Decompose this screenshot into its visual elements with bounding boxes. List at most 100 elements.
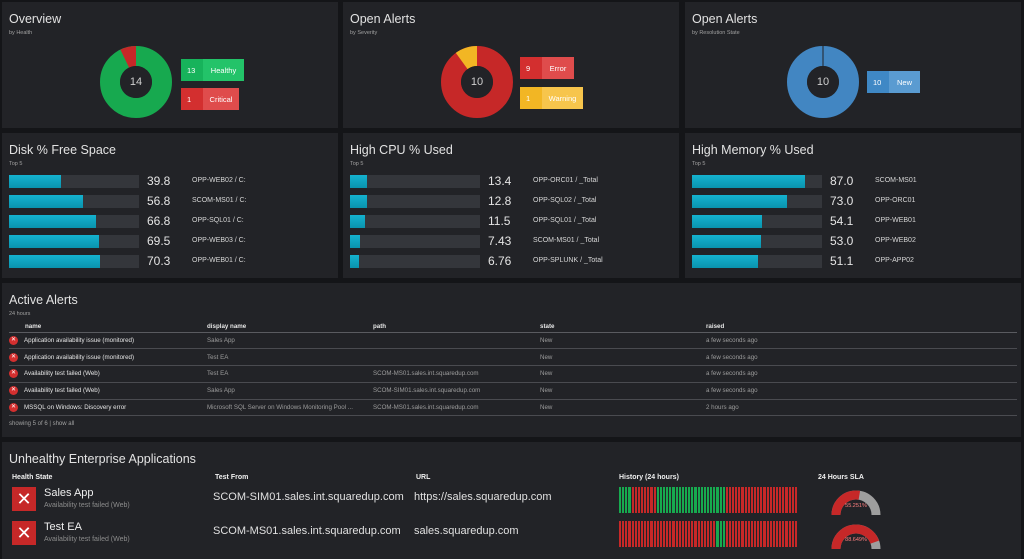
history-segment [779, 487, 782, 513]
legend-warning[interactable]: 1 Warning [520, 87, 583, 109]
history-segment [637, 487, 640, 513]
history-segment [619, 521, 622, 547]
history-segment [750, 521, 754, 547]
history-segment [688, 521, 691, 547]
column-header-path[interactable]: path [357, 321, 524, 333]
active-alerts-panel: Active Alerts 24 hours name display name… [2, 283, 1021, 437]
bar-value: 7.43 [488, 234, 512, 248]
table-header-row: name display name path state raised [9, 321, 1017, 333]
bar-label[interactable]: OPP-WEB02 / C: [192, 177, 246, 184]
alert-name-cell[interactable]: ✕ Application availability issue (monitor… [9, 332, 191, 350]
history-segment [735, 487, 738, 513]
column-header-display-name[interactable]: display name [191, 321, 357, 333]
history-segment [794, 487, 798, 513]
table-row[interactable]: ✕ Application availability issue (monitor… [9, 332, 1017, 350]
alert-name-cell[interactable]: ✕ Application availability issue (monitor… [9, 348, 191, 367]
app-name[interactable]: Test EA [44, 521, 82, 533]
history-segment [653, 521, 656, 547]
bar-fill [350, 195, 367, 208]
bar-value: 87.0 [830, 174, 854, 188]
bar-label[interactable]: OPP-WEB03 / C: [192, 237, 246, 244]
bar-label[interactable]: OPP-APP02 [875, 257, 914, 264]
alert-name-cell[interactable]: ✕ Availability test failed (Web) [9, 382, 191, 400]
bar-label[interactable]: SCOM-MS01 / _Total [533, 237, 600, 244]
bar-fill [350, 215, 365, 228]
app-status: Availability test failed (Web) [44, 536, 130, 543]
history-segment [634, 521, 637, 547]
legend-label: Warning [542, 87, 583, 109]
history-segment [691, 487, 694, 513]
critical-status-icon: ✕ [12, 487, 36, 511]
bar-label[interactable]: SCOM-MS01 [875, 177, 917, 184]
legend-error[interactable]: 9 Error [520, 57, 574, 79]
bar-track [9, 175, 139, 188]
severity-donut-chart[interactable] [440, 45, 514, 119]
column-header-name[interactable]: name [9, 321, 191, 333]
bar-value: 53.0 [830, 234, 854, 248]
bar-label[interactable]: SCOM-MS01 / C: [192, 197, 247, 204]
bar-track [350, 195, 480, 208]
health-donut-chart[interactable] [99, 45, 173, 119]
history-segment [628, 521, 631, 547]
app-row[interactable]: ✕ Sales App Availability test failed (Web)… [0, 487, 1020, 517]
bar-track [692, 255, 822, 268]
column-header-raised[interactable]: raised [690, 321, 1017, 333]
history-segment [675, 521, 678, 547]
bar-label[interactable]: OPP-ORC01 / _Total [533, 177, 598, 184]
sla-value: 88.649% [845, 537, 867, 543]
table-row[interactable]: ✕ Application availability issue (monitor… [9, 348, 1017, 367]
history-segment [681, 521, 684, 547]
app-url[interactable]: sales.squaredup.com [414, 525, 519, 537]
table-row[interactable]: ✕ MSSQL on Windows: Discovery error Micros… [9, 399, 1017, 417]
app-name[interactable]: Sales App [44, 487, 94, 499]
donut-total: 10 [816, 76, 830, 88]
bar-fill [692, 195, 787, 208]
history-bar[interactable] [619, 487, 798, 513]
bar-track [692, 195, 822, 208]
alerts-footer-link[interactable]: showing 5 of 6 | show all [9, 421, 75, 427]
history-segment [700, 521, 703, 547]
bar-track [692, 175, 822, 188]
app-row[interactable]: ✕ Test EA Availability test failed (Web) SC… [0, 521, 1020, 551]
alert-display-name: Sales App [191, 382, 357, 400]
alert-state: New [524, 332, 690, 350]
history-segment [669, 521, 672, 547]
bar-label[interactable]: OPP-SPLUNK / _Total [533, 257, 603, 264]
history-segment [794, 521, 798, 547]
bar-label[interactable]: OPP-SQL01 / C: [192, 217, 244, 224]
panel-title: High Memory % Used [692, 143, 814, 157]
app-url[interactable]: https://sales.squaredup.com [414, 491, 552, 503]
legend-critical[interactable]: 1 Critical [181, 88, 239, 110]
history-segment [738, 521, 741, 547]
bar-label[interactable]: OPP-WEB01 / C: [192, 257, 246, 264]
legend-label: Error [542, 57, 574, 79]
resolution-donut-chart[interactable] [786, 45, 860, 119]
history-segment [772, 487, 776, 513]
bar-label[interactable]: OPP-ORC01 [875, 197, 916, 204]
bar-fill [9, 195, 83, 208]
bar-fill [692, 175, 806, 188]
history-segment [754, 521, 757, 547]
legend-healthy[interactable]: 13 Healthy [181, 59, 244, 81]
alert-name-cell[interactable]: ✕ Availability test failed (Web) [9, 365, 191, 383]
table-row[interactable]: ✕ Availability test failed (Web) Sales App… [9, 382, 1017, 400]
bar-label[interactable]: OPP-WEB02 [875, 237, 916, 244]
panel-subtitle: Top 5 [9, 161, 23, 167]
bar-label[interactable]: OPP-SQL01 / _Total [533, 217, 597, 224]
legend-new[interactable]: 10 New [867, 71, 920, 93]
alert-name-cell[interactable]: ✕ MSSQL on Windows: Discovery error [9, 399, 191, 417]
column-header-state[interactable]: state [524, 321, 690, 333]
history-segment [779, 521, 782, 547]
history-segment [659, 521, 662, 547]
table-row[interactable]: ✕ Availability test failed (Web) Test EA SC… [9, 365, 1017, 383]
alert-name: Application availability issue (monitore… [24, 353, 135, 361]
bar-label[interactable]: OPP-WEB01 [875, 217, 916, 224]
history-bar[interactable] [619, 521, 798, 547]
history-segment [744, 487, 747, 513]
panel-subtitle: Top 5 [350, 161, 364, 167]
history-segment [622, 487, 625, 513]
bar-label[interactable]: OPP-SQL02 / _Total [533, 197, 597, 204]
history-segment [631, 487, 634, 513]
history-segment [706, 487, 710, 513]
history-segment [672, 521, 675, 547]
